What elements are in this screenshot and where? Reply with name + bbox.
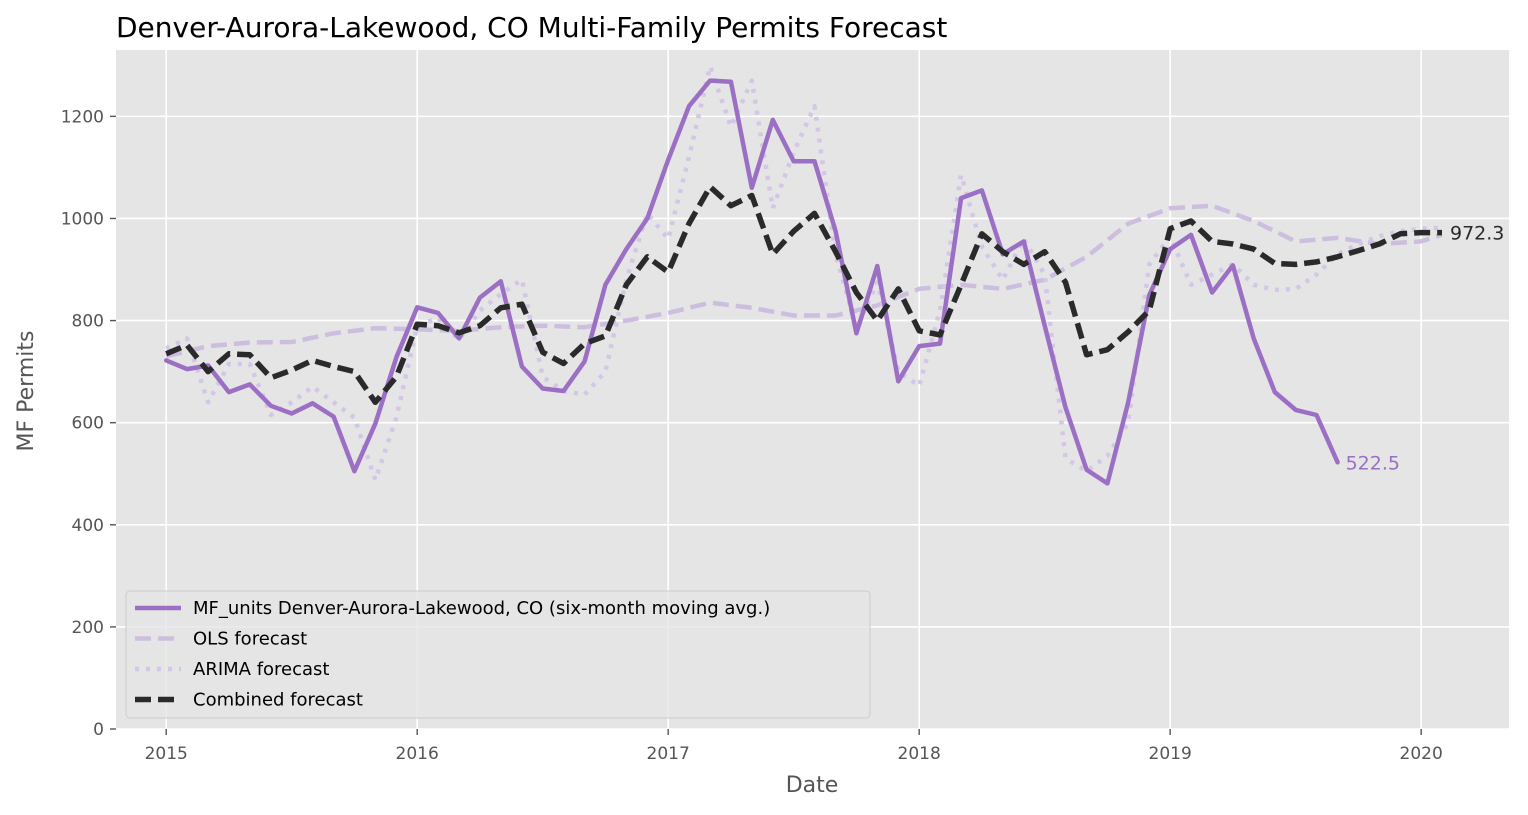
x-axis-label: Date [786,773,839,798]
y-tick-label: 800 [72,312,104,332]
series-line-2 [165,64,1443,483]
legend: MF_units Denver-Aurora-Lakewood, CO (six… [125,590,871,719]
y-tick-label: 0 [93,720,104,740]
x-tick-label: 2015 [145,744,188,764]
series-line-3 [165,184,1442,406]
x-tick-label: 2017 [647,744,690,764]
y-tick-label: 1000 [61,209,104,229]
x-tick-label: 2020 [1400,744,1443,764]
x-tick-label: 2019 [1149,744,1192,764]
y-tick-label: 200 [72,618,104,638]
x-tick-label: 2016 [396,744,439,764]
y-tick-label: 600 [72,414,104,434]
series-line-0 [163,78,1340,486]
series-lines: 522.5 972.3 [163,64,1504,486]
end-value-label: 972.3 [1450,223,1504,245]
legend-entry-label: ARIMA forecast [193,659,330,680]
legend-entry-label: Combined forecast [193,690,363,711]
end-value-label: 522.5 [1346,452,1400,474]
x-tick-label: 2018 [898,744,941,764]
y-axis-label: MF Permits [14,331,39,452]
legend-box [125,590,871,719]
y-tick-label: 400 [72,516,104,536]
legend-entry-label: MF_units Denver-Aurora-Lakewood, CO (six… [193,598,770,619]
legend-entry-label: OLS forecast [193,629,307,650]
chart-title: Denver-Aurora-Lakewood, CO Multi-Family … [116,11,947,44]
axis-ticks: 0 200 400 600 800 1000 1200 2015 2016 2017 2018 201… [61,107,1443,764]
series-line-1 [165,203,1443,359]
y-tick-label: 1200 [61,107,104,127]
